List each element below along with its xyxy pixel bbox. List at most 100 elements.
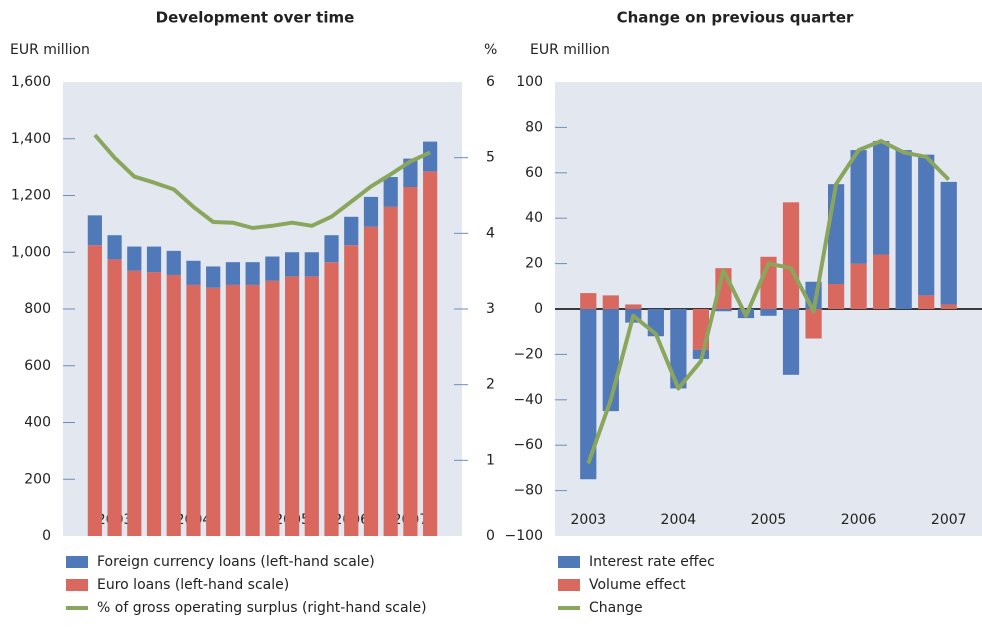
line (586, 139, 951, 465)
x-tick-label: 2005 (751, 512, 787, 528)
bar (827, 184, 845, 285)
bar (363, 226, 379, 536)
legend-label: Foreign currency loans (left-hand scale) (97, 554, 375, 570)
y-axis-label: EUR million (10, 42, 90, 58)
legend-swatch (558, 556, 580, 568)
y-tick-label: 1,600 (11, 74, 51, 90)
legend-label: Interest rate effec (589, 554, 715, 570)
y-tick-label: −40 (513, 392, 543, 408)
bar (344, 216, 359, 246)
legend-label: Change (589, 600, 643, 616)
bar (363, 196, 379, 227)
bar (940, 181, 957, 305)
bar (87, 215, 102, 246)
legend-label: Euro loans (left-hand scale) (97, 577, 289, 593)
y-tick-label: −100 (505, 528, 543, 544)
y-tick-label: 1,400 (11, 131, 51, 147)
bar (245, 262, 260, 285)
x-tick-label: 2006 (841, 512, 877, 528)
bar (383, 206, 398, 536)
bar (873, 254, 890, 309)
bar (344, 245, 359, 536)
y2-tick-label: 3 (486, 301, 495, 317)
bar (670, 309, 687, 389)
legend-swatch (66, 556, 88, 568)
bar (304, 252, 319, 277)
bar (146, 246, 162, 273)
bar (383, 177, 398, 207)
y-tick-label: −60 (513, 437, 543, 453)
bar (225, 284, 241, 536)
y2-tick-label: 6 (486, 74, 495, 90)
x-tick-label: 2003 (570, 512, 606, 528)
y-tick-label: 1,000 (11, 244, 51, 260)
y-tick-label: 100 (516, 74, 543, 90)
bar (782, 202, 800, 309)
legend-swatch (66, 579, 88, 591)
bar (304, 276, 319, 536)
y-tick-label: 400 (24, 415, 51, 431)
bar (782, 309, 800, 375)
bar (827, 284, 845, 309)
bar (225, 262, 241, 285)
bar (107, 259, 122, 536)
bar (284, 276, 300, 536)
bar (127, 270, 142, 536)
y-tick-label: 60 (525, 165, 543, 181)
bar (206, 287, 221, 536)
bar (186, 260, 201, 285)
bar (715, 309, 732, 312)
bar (423, 171, 438, 536)
bar (186, 284, 201, 536)
bar (850, 263, 867, 309)
y2-axis-label: % (484, 42, 497, 58)
bar (918, 295, 935, 309)
bar (873, 141, 890, 255)
bar (760, 309, 777, 316)
bar (265, 256, 280, 281)
y-tick-label: 0 (42, 528, 51, 544)
chart-title: Change on previous quarter (617, 9, 854, 27)
y-tick-label: 40 (525, 210, 543, 226)
y2-tick-label: 2 (486, 377, 495, 393)
bar (324, 262, 339, 536)
bar (805, 309, 822, 339)
bar (166, 250, 181, 275)
bar (284, 252, 300, 277)
plot-area (63, 82, 462, 536)
y2-tick-label: 5 (486, 150, 495, 166)
y-tick-label: 800 (24, 301, 51, 317)
y-tick-label: −20 (513, 346, 543, 362)
y-tick-label: 200 (24, 471, 51, 487)
bar (580, 309, 597, 480)
y-tick-label: 600 (24, 358, 51, 374)
bar (166, 274, 181, 536)
bar (127, 246, 142, 271)
bar (625, 304, 642, 309)
bar (324, 235, 339, 263)
bar (403, 186, 418, 537)
y-tick-label: 1,200 (11, 188, 51, 204)
bar (602, 295, 619, 309)
bar (423, 141, 438, 172)
bar (580, 293, 597, 309)
y-tick-label: 80 (525, 119, 543, 135)
line (93, 133, 431, 230)
legend-label: % of gross operating surplus (right-hand… (97, 600, 427, 616)
y2-tick-label: 0 (486, 528, 495, 544)
y2-tick-label: 1 (486, 452, 495, 468)
bar (895, 150, 912, 309)
y-tick-label: 0 (534, 301, 543, 317)
legend-label: Volume effect (589, 577, 686, 593)
x-tick-label: 2007 (931, 512, 967, 528)
y-tick-label: −80 (513, 483, 543, 499)
bar (146, 272, 162, 536)
y-axis-label: EUR million (530, 42, 610, 58)
bar (206, 266, 221, 288)
chart-title: Development over time (156, 9, 355, 27)
y-tick-label: 20 (525, 256, 543, 272)
bar (850, 150, 867, 264)
bar (107, 235, 122, 260)
bar (940, 304, 957, 309)
